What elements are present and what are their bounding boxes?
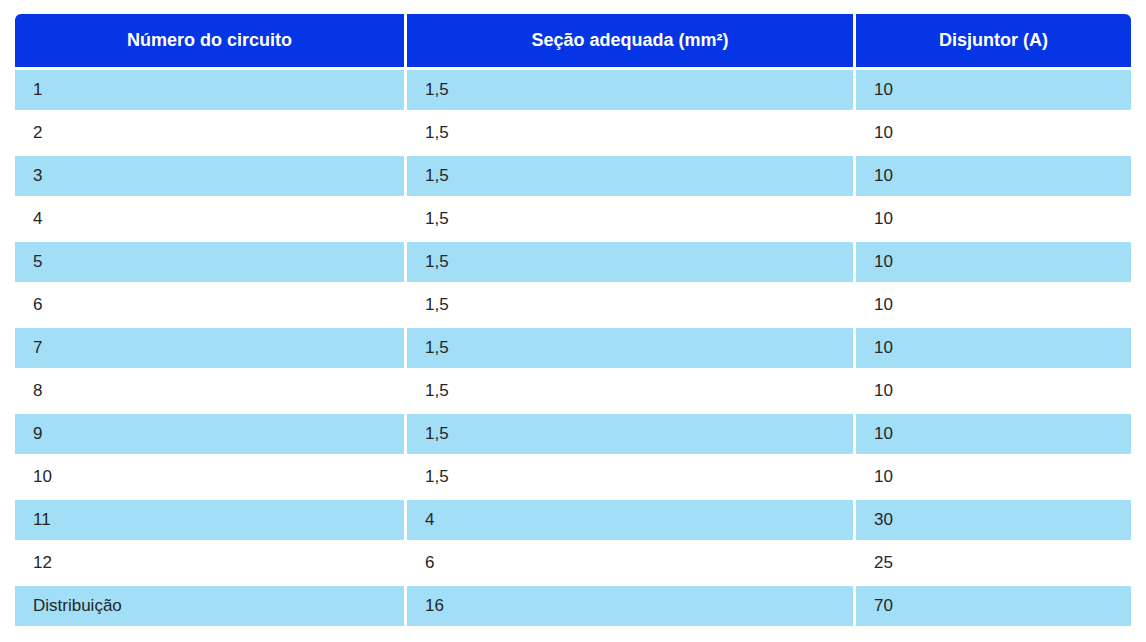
table-header-row: Número do circuito Seção adequada (mm²) …	[15, 14, 1131, 67]
table-cell: 10	[856, 199, 1131, 239]
table-cell: 2	[15, 113, 404, 153]
table-cell: 1,5	[407, 371, 853, 411]
table-cell: 1,5	[407, 70, 853, 110]
table-cell: 10	[856, 242, 1131, 282]
table-cell: 9	[15, 414, 404, 454]
table-cell: 1	[15, 70, 404, 110]
table-row: 11,510	[15, 70, 1131, 110]
table-cell: 10	[15, 457, 404, 497]
table-row: 12625	[15, 543, 1131, 583]
table-cell: 11	[15, 500, 404, 540]
table-row: Distribuição1670	[15, 586, 1131, 626]
table-cell: 70	[856, 586, 1131, 626]
table-row: 41,510	[15, 199, 1131, 239]
table-cell: 1,5	[407, 113, 853, 153]
table-cell: 1,5	[407, 328, 853, 368]
table-cell: 10	[856, 414, 1131, 454]
table-cell: 4	[407, 500, 853, 540]
table-cell: 1,5	[407, 457, 853, 497]
table-cell: 30	[856, 500, 1131, 540]
column-header-disjuntor: Disjuntor (A)	[856, 14, 1131, 67]
table-cell: 12	[15, 543, 404, 583]
page: Número do circuito Seção adequada (mm²) …	[0, 0, 1146, 642]
table-header: Número do circuito Seção adequada (mm²) …	[15, 14, 1131, 67]
table-cell: 1,5	[407, 242, 853, 282]
table-cell: 6	[407, 543, 853, 583]
table-row: 71,510	[15, 328, 1131, 368]
table-cell: 16	[407, 586, 853, 626]
column-header-numero-do-circuito: Número do circuito	[15, 14, 404, 67]
table-cell: 8	[15, 371, 404, 411]
table-row: 91,510	[15, 414, 1131, 454]
table-cell: 25	[856, 543, 1131, 583]
table-cell: 10	[856, 113, 1131, 153]
table-row: 101,510	[15, 457, 1131, 497]
column-header-secao-adequada: Seção adequada (mm²)	[407, 14, 853, 67]
table-row: 61,510	[15, 285, 1131, 325]
table-cell: 1,5	[407, 414, 853, 454]
circuits-table: Número do circuito Seção adequada (mm²) …	[12, 11, 1134, 629]
table-cell: Distribuição	[15, 586, 404, 626]
table-row: 31,510	[15, 156, 1131, 196]
table-body: 11,51021,51031,51041,51051,51061,51071,5…	[15, 70, 1131, 626]
table-row: 11430	[15, 500, 1131, 540]
table-cell: 1,5	[407, 199, 853, 239]
table-cell: 1,5	[407, 156, 853, 196]
table-cell: 10	[856, 156, 1131, 196]
table-cell: 10	[856, 328, 1131, 368]
table-cell: 10	[856, 70, 1131, 110]
table-cell: 6	[15, 285, 404, 325]
table-row: 21,510	[15, 113, 1131, 153]
table-cell: 4	[15, 199, 404, 239]
table-cell: 3	[15, 156, 404, 196]
table-cell: 10	[856, 285, 1131, 325]
table-cell: 5	[15, 242, 404, 282]
table-cell: 1,5	[407, 285, 853, 325]
table-row: 51,510	[15, 242, 1131, 282]
table-cell: 7	[15, 328, 404, 368]
table-row: 81,510	[15, 371, 1131, 411]
table-cell: 10	[856, 457, 1131, 497]
table-cell: 10	[856, 371, 1131, 411]
